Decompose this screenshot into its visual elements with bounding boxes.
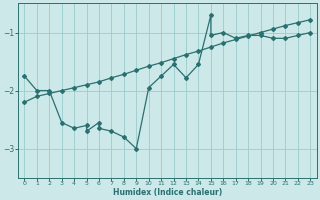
X-axis label: Humidex (Indice chaleur): Humidex (Indice chaleur) — [113, 188, 222, 197]
